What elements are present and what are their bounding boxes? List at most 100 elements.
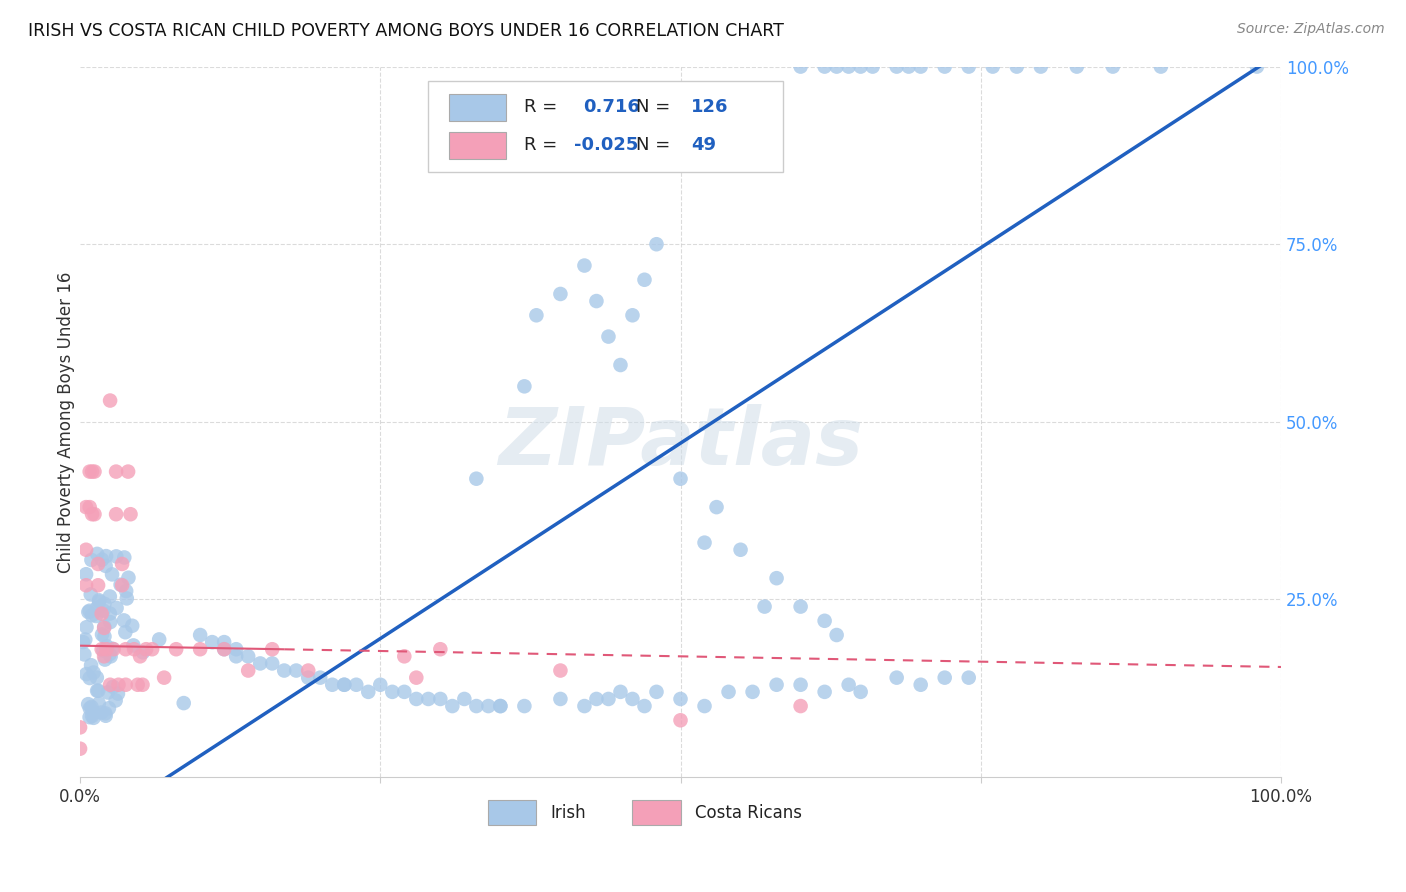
Point	[489, 699, 512, 714]
Point	[80, 587, 103, 601]
Point	[80, 465, 103, 479]
Point	[429, 692, 451, 706]
Point	[897, 60, 920, 74]
Point	[105, 465, 128, 479]
Point	[86, 600, 108, 615]
Point	[115, 584, 138, 599]
Point	[79, 500, 101, 515]
Point	[212, 642, 235, 657]
Point	[94, 549, 117, 563]
Text: 0.716: 0.716	[583, 98, 640, 116]
Text: 126: 126	[692, 98, 728, 116]
Point	[574, 259, 596, 273]
Point	[91, 553, 114, 567]
Point	[814, 614, 837, 628]
Point	[333, 678, 356, 692]
Point	[513, 699, 536, 714]
Point	[585, 294, 607, 309]
Point	[405, 692, 427, 706]
Text: N =: N =	[636, 98, 676, 116]
Point	[107, 678, 129, 692]
Point	[69, 720, 91, 734]
Point	[297, 671, 319, 685]
Point	[789, 678, 811, 692]
Point	[321, 678, 343, 692]
Point	[98, 647, 121, 661]
Point	[112, 614, 135, 628]
Point	[114, 625, 136, 640]
Point	[862, 60, 884, 74]
Point	[103, 642, 125, 657]
Text: Source: ZipAtlas.com: Source: ZipAtlas.com	[1237, 22, 1385, 37]
Point	[86, 547, 108, 561]
Point	[107, 687, 129, 701]
Point	[111, 557, 134, 571]
Point	[225, 649, 247, 664]
Point	[94, 706, 117, 721]
Point	[765, 678, 787, 692]
Point	[957, 60, 980, 74]
Point	[111, 578, 134, 592]
Point	[598, 329, 620, 343]
Point	[72, 635, 94, 649]
Point	[789, 60, 811, 74]
Point	[669, 713, 692, 727]
Point	[309, 671, 332, 685]
Text: Irish: Irish	[551, 804, 586, 822]
Point	[75, 542, 97, 557]
Point	[87, 683, 110, 698]
Point	[93, 619, 115, 633]
Point	[122, 639, 145, 653]
Point	[453, 692, 475, 706]
Point	[238, 664, 260, 678]
Point	[114, 678, 136, 692]
Point	[105, 601, 128, 615]
Point	[1150, 60, 1173, 74]
Point	[80, 608, 103, 623]
Point	[285, 664, 308, 678]
Point	[249, 657, 271, 671]
Point	[849, 685, 872, 699]
Point	[82, 709, 104, 723]
Point	[75, 500, 97, 515]
Point	[730, 542, 752, 557]
Point	[526, 308, 548, 322]
Point	[212, 642, 235, 657]
Point	[333, 678, 356, 692]
Point	[238, 649, 260, 664]
Point	[465, 699, 488, 714]
Point	[621, 692, 644, 706]
Point	[814, 685, 837, 699]
Point	[489, 699, 512, 714]
Text: -0.025: -0.025	[574, 136, 638, 154]
Point	[110, 577, 132, 591]
Point	[80, 507, 103, 521]
Point	[201, 635, 224, 649]
Point	[188, 642, 211, 657]
Point	[405, 671, 427, 685]
Point	[79, 465, 101, 479]
Point	[441, 699, 464, 714]
Point	[825, 60, 848, 74]
Point	[93, 597, 115, 611]
Point	[934, 671, 956, 685]
Point	[262, 657, 284, 671]
Point	[122, 642, 145, 657]
Point	[633, 273, 655, 287]
FancyBboxPatch shape	[429, 81, 783, 172]
Point	[94, 558, 117, 573]
Point	[114, 642, 136, 657]
Point	[80, 658, 103, 673]
Point	[910, 678, 932, 692]
Point	[97, 685, 120, 699]
Point	[1066, 60, 1088, 74]
Point	[69, 741, 91, 756]
Point	[886, 60, 908, 74]
Point	[127, 678, 149, 692]
Point	[75, 632, 97, 647]
Point	[418, 692, 440, 706]
Point	[89, 594, 111, 608]
Point	[75, 578, 97, 592]
Point	[153, 671, 176, 685]
Point	[83, 711, 105, 725]
